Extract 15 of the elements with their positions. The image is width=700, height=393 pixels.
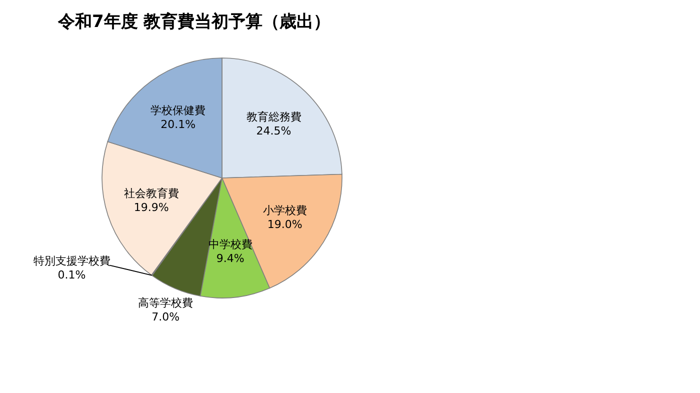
data-label: 19.9%	[134, 201, 169, 214]
chart-title: 令和7年度 教育費当初予算（歳出）	[57, 11, 331, 32]
slice-label: 特別支援学校費	[33, 254, 110, 268]
slice-label: 中学校費	[208, 238, 252, 251]
data-label: 24.5%	[256, 124, 292, 138]
slice-label: 高等学校費	[138, 296, 194, 310]
slice-label: 教育総務費	[246, 110, 302, 124]
slice-label: 小学校費	[262, 204, 307, 217]
data-label: 0.1%	[58, 268, 86, 282]
data-label: 9.4%	[216, 252, 244, 265]
data-label: 20.1%	[160, 118, 196, 131]
slice-label: 学校保健費	[150, 104, 206, 117]
slice-label: 社会教育費	[124, 187, 179, 200]
data-label: 7.0%	[152, 310, 180, 324]
data-label: 19.0%	[267, 218, 302, 231]
